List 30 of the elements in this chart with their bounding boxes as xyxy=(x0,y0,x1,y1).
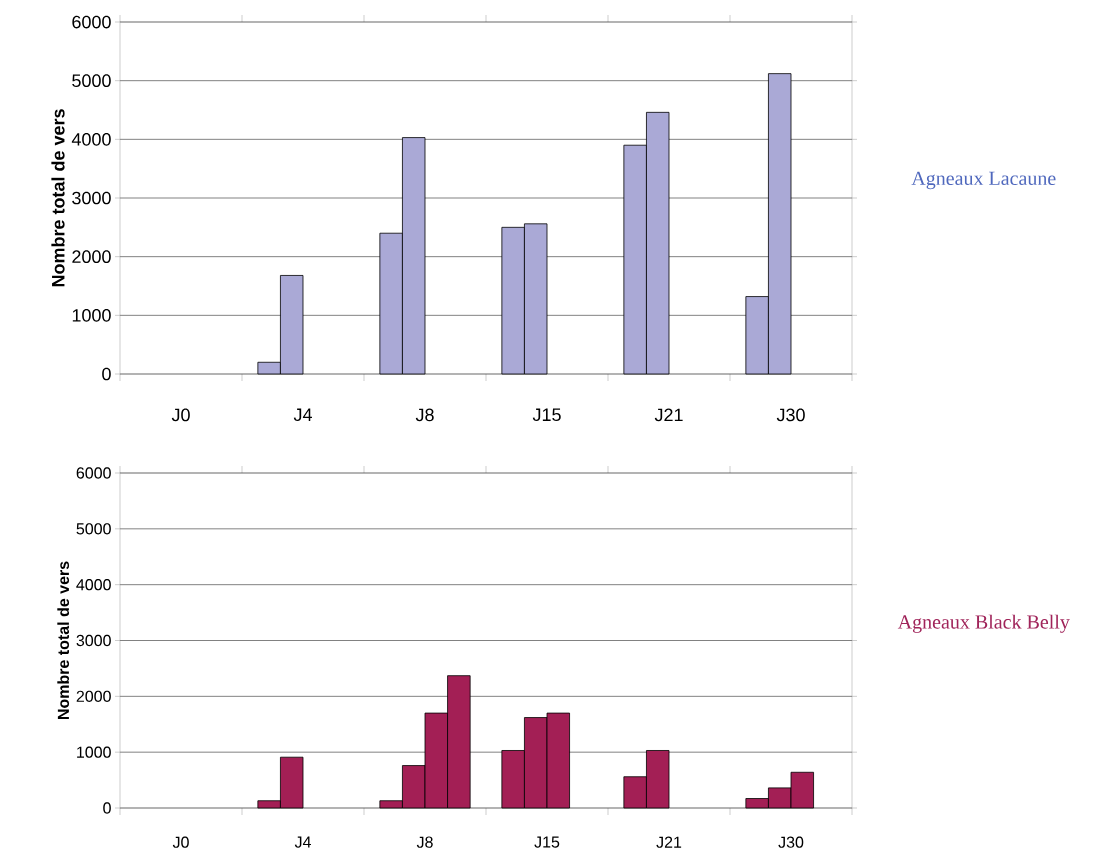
x-tick-label: J8 xyxy=(416,836,433,848)
x-tick-label: J30 xyxy=(776,408,805,422)
y-tick-label: 2000 xyxy=(76,690,111,702)
x-tick-label: J30 xyxy=(778,836,804,848)
x-tick-label: J0 xyxy=(171,408,190,422)
y-tick-label: 6000 xyxy=(72,15,111,29)
x-tick-label: J15 xyxy=(534,836,560,848)
x-tick-label: J21 xyxy=(654,408,683,422)
y-axis-title: Nombre total de vers xyxy=(57,561,70,720)
text: Agneaux Black Belly xyxy=(897,614,1070,633)
x-tick-label: J15 xyxy=(532,408,561,422)
y-tick-label: 2000 xyxy=(72,250,111,264)
y-tick-label: 0 xyxy=(102,367,111,381)
y-axis-title: Nombre total de vers xyxy=(51,109,65,287)
x-tick-label: J4 xyxy=(294,836,311,848)
x-tick-label: J4 xyxy=(293,408,312,422)
y-tick-label: 1000 xyxy=(77,746,111,758)
y-tick-label: 5000 xyxy=(76,523,111,535)
y-tick-label: 6000 xyxy=(76,467,111,479)
y-tick-label: 0 xyxy=(103,802,111,814)
x-tick-label: J8 xyxy=(415,408,434,422)
y-tick-label: 3000 xyxy=(72,191,111,205)
y-tick-label: 3000 xyxy=(76,634,111,647)
text: Agneaux Lacaune xyxy=(911,171,1056,190)
y-tick-label: 4000 xyxy=(76,579,111,591)
y-tick-label: 1000 xyxy=(72,308,111,322)
y-tick-label: 4000 xyxy=(71,132,111,146)
y-tick-label: 5000 xyxy=(72,74,111,88)
x-tick-label: J21 xyxy=(656,836,682,848)
x-tick-label: J0 xyxy=(172,836,189,848)
